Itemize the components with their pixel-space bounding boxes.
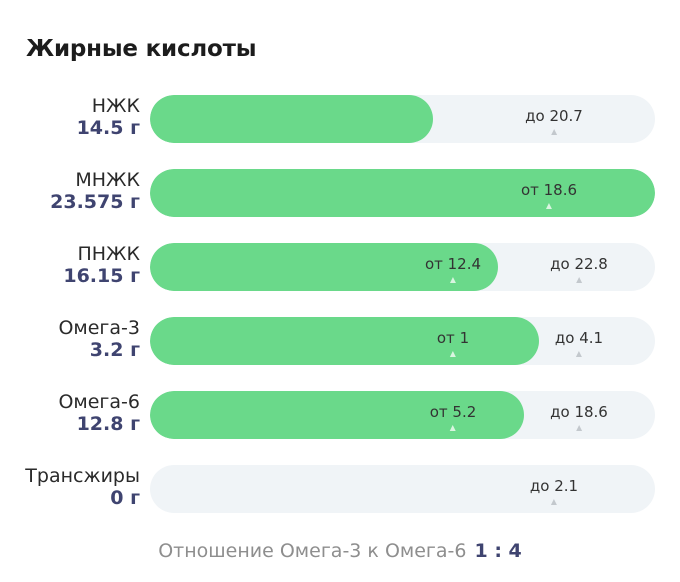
range-marker: до 2.1	[530, 465, 578, 513]
nutrient-name: Трансжиры	[25, 465, 140, 487]
range-marker: от 1	[437, 317, 469, 365]
range-marker-label: до 2.1	[529, 477, 579, 495]
range-marker: до 4.1	[555, 317, 603, 365]
nutrient-amount: 23.575 г	[50, 191, 140, 213]
omega-ratio-label: Отношение Омега-3 к Омега-6	[158, 540, 467, 562]
range-marker: до 20.7	[525, 95, 583, 143]
progress-track: до 20.7	[150, 95, 655, 143]
range-marker: от 12.4	[425, 243, 481, 291]
range-marker-label: от 12.4	[424, 255, 482, 273]
progress-fill	[150, 391, 524, 439]
nutrient-row: Омега-3 3.2 г от 1 до 4.1	[0, 317, 680, 367]
range-marker: до 18.6	[550, 391, 608, 439]
nutrient-name: Омега-3	[58, 317, 140, 339]
range-marker-label: от 18.6	[520, 181, 578, 199]
nutrient-row: Омега-6 12.8 г от 5.2 до 18.6	[0, 391, 680, 441]
nutrient-name: ПНЖК	[77, 243, 140, 265]
nutrient-row: ПНЖК 16.15 г от 12.4 до 22.8	[0, 243, 680, 293]
marker-triangle-icon	[449, 351, 456, 357]
range-marker-label: от 5.2	[429, 403, 477, 421]
nutrient-amount: 12.8 г	[76, 413, 140, 435]
marker-triangle-icon	[450, 277, 456, 283]
progress-track: до 2.1	[150, 465, 655, 513]
marker-triangle-icon	[576, 425, 582, 431]
range-marker-label: до 4.1	[554, 329, 604, 347]
marker-triangle-icon	[449, 425, 456, 431]
nutrient-row: НЖК 14.5 г до 20.7	[0, 95, 680, 145]
range-marker-label: до 18.6	[550, 403, 608, 421]
nutrient-label: НЖК 14.5 г	[77, 95, 140, 139]
nutrient-amount: 14.5 г	[76, 117, 140, 139]
range-marker: от 18.6	[521, 169, 577, 217]
omega-ratio-value: 1 : 4	[474, 540, 522, 562]
nutrient-label: ПНЖК 16.15 г	[63, 243, 140, 287]
nutrient-label: Трансжиры 0 г	[25, 465, 140, 509]
nutrient-amount: 3.2 г	[89, 339, 140, 361]
progress-track: от 18.6	[150, 169, 655, 217]
marker-triangle-icon	[551, 129, 557, 135]
nutrient-row: МНЖК 23.575 г от 18.6	[0, 169, 680, 219]
marker-triangle-icon	[546, 203, 552, 209]
omega-ratio: Отношение Омега-3 к Омега-6 1 : 4	[0, 540, 680, 562]
range-marker-label: до 22.8	[550, 255, 608, 273]
nutrient-row: Трансжиры 0 г до 2.1	[0, 465, 680, 515]
range-marker-label: от 1	[436, 329, 470, 347]
progress-fill	[150, 243, 498, 291]
range-marker-label: до 20.7	[525, 107, 583, 125]
nutrient-name: Омега-6	[58, 391, 140, 413]
progress-track: от 1 до 4.1	[150, 317, 655, 365]
nutrient-name: НЖК	[91, 95, 140, 117]
nutrient-amount: 0 г	[110, 487, 140, 509]
nutrient-amount: 16.15 г	[63, 265, 140, 287]
marker-triangle-icon	[575, 351, 582, 357]
progress-fill	[150, 317, 539, 365]
nutrient-label: МНЖК 23.575 г	[50, 169, 140, 213]
section-title: Жирные кислоты	[26, 36, 257, 62]
marker-triangle-icon	[576, 277, 582, 283]
progress-fill	[150, 95, 433, 143]
nutrient-label: Омега-6 12.8 г	[58, 391, 140, 435]
progress-fill	[150, 169, 655, 217]
nutrient-name: МНЖК	[75, 169, 140, 191]
range-marker: от 5.2	[429, 391, 477, 439]
marker-triangle-icon	[550, 499, 557, 505]
progress-track: от 12.4 до 22.8	[150, 243, 655, 291]
range-marker: до 22.8	[550, 243, 608, 291]
progress-track: от 5.2 до 18.6	[150, 391, 655, 439]
nutrient-label: Омега-3 3.2 г	[58, 317, 140, 361]
